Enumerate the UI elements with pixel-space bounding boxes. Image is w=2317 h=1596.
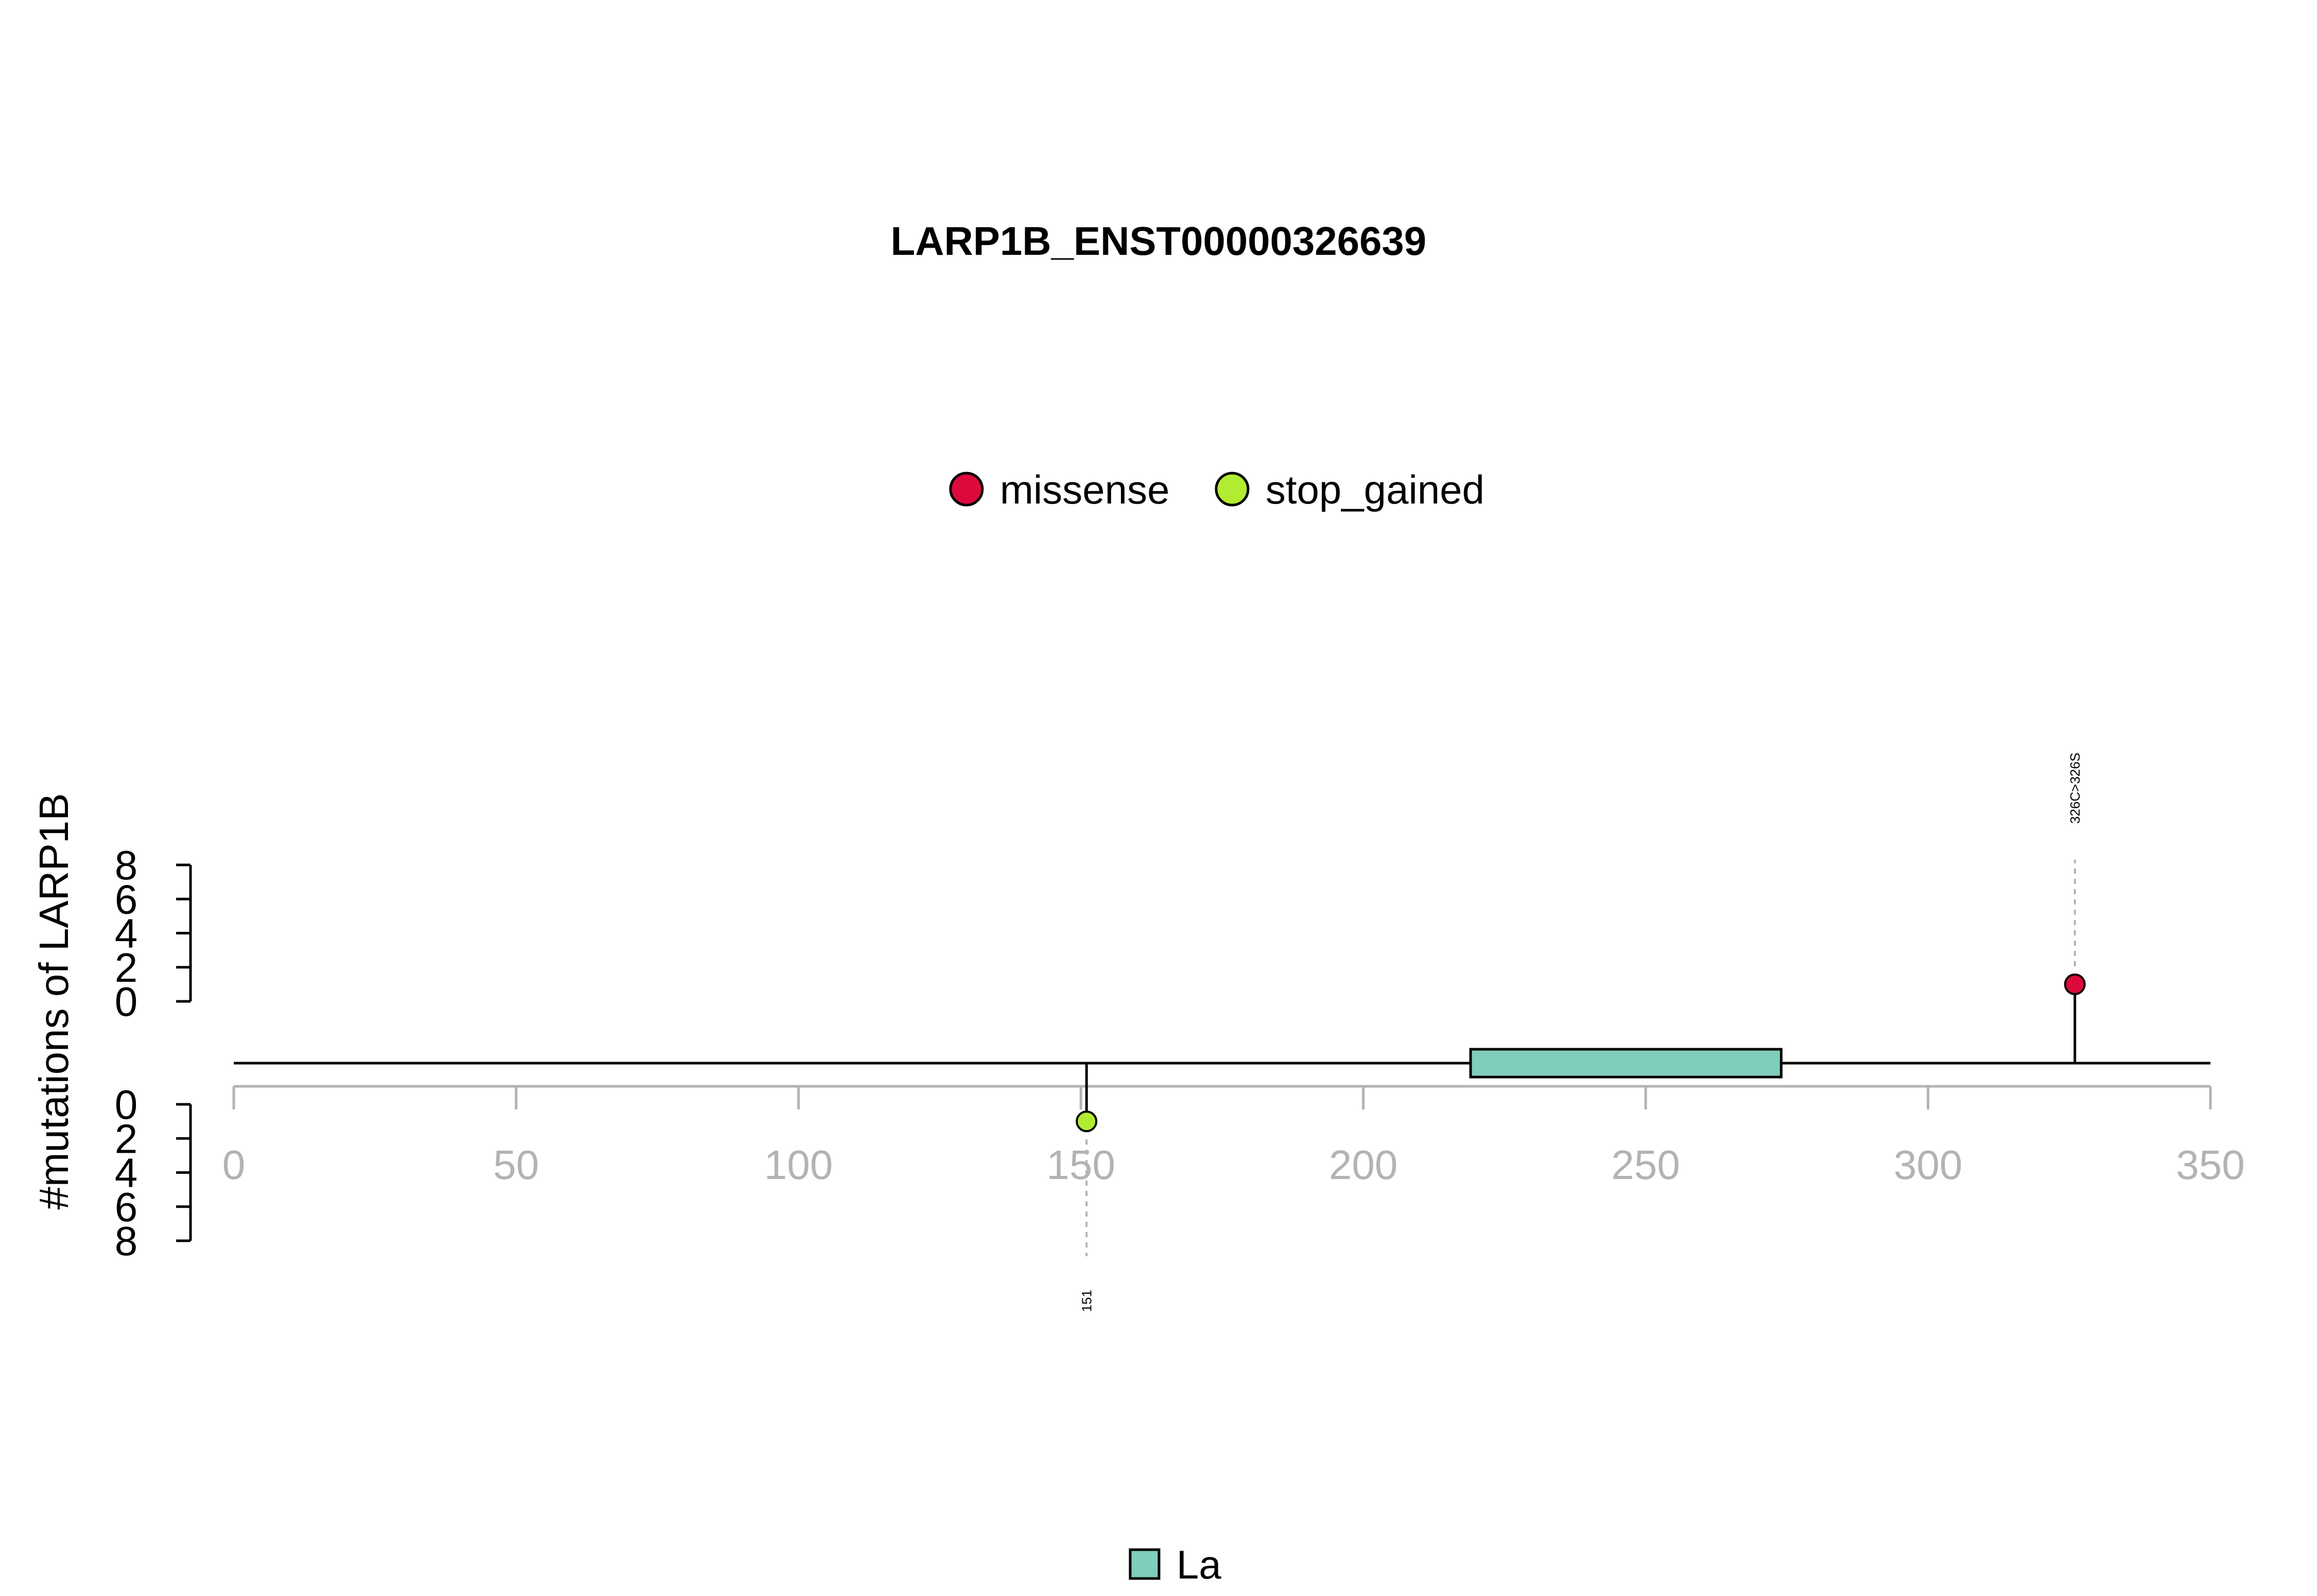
mutation-legend: missense stop_gained <box>949 467 1484 512</box>
mutation-layer: 326C>326S 151 <box>1076 753 2086 1312</box>
y-tick-label-lower-2: 2 <box>115 1116 138 1161</box>
mutation-label-326: 326C>326S <box>2067 753 2083 824</box>
domain-La <box>1469 1048 1783 1079</box>
x-tick-label-0: 0 <box>222 1142 246 1188</box>
x-tick-label-250: 250 <box>1611 1142 1680 1188</box>
legend-swatch-stop_gained <box>1215 472 1250 507</box>
legend-swatch-missense <box>949 472 984 507</box>
y-tick-label-lower-4: 4 <box>115 1150 138 1196</box>
x-axis: 0 50 100 150 200 250 300 350 <box>222 1085 2245 1188</box>
y-tick-label-upper-6: 6 <box>115 876 138 922</box>
legend-label-stop_gained: stop_gained <box>1266 467 1484 512</box>
y-tick-label-upper-4: 4 <box>115 911 138 957</box>
legend-swatch-La <box>1129 1548 1161 1580</box>
mutation-head-151 <box>1076 1111 1098 1133</box>
y-tick-label-lower-8: 8 <box>115 1218 138 1264</box>
legend-label-missense: missense <box>1000 467 1169 512</box>
x-tick-label-150: 150 <box>1047 1142 1115 1188</box>
x-tick-label-350: 350 <box>2176 1142 2244 1188</box>
x-tick-label-200: 200 <box>1329 1142 1397 1188</box>
mutation-head-326 <box>2064 973 2086 995</box>
y-tick-label-upper-2: 2 <box>115 945 138 991</box>
chart-title: LARP1B_ENST00000326639 <box>891 218 1427 264</box>
x-tick-label-100: 100 <box>764 1142 833 1188</box>
y-tick-label-upper-0: 0 <box>115 979 138 1025</box>
domain-legend: La <box>1129 1542 1221 1587</box>
y-tick-label-upper-8: 8 <box>115 842 138 888</box>
x-tick-label-50: 50 <box>493 1142 539 1188</box>
domain-layer <box>1469 1048 1783 1079</box>
x-tick-label-300: 300 <box>1894 1142 1962 1188</box>
y-tick-label-lower-0: 0 <box>115 1082 138 1127</box>
y-axis-label: #mutations of LARP1B <box>31 793 77 1209</box>
legend-label-La: La <box>1177 1542 1221 1587</box>
y-tick-label-lower-6: 6 <box>115 1184 138 1230</box>
mutation-label-151: 151 <box>1079 1290 1094 1312</box>
